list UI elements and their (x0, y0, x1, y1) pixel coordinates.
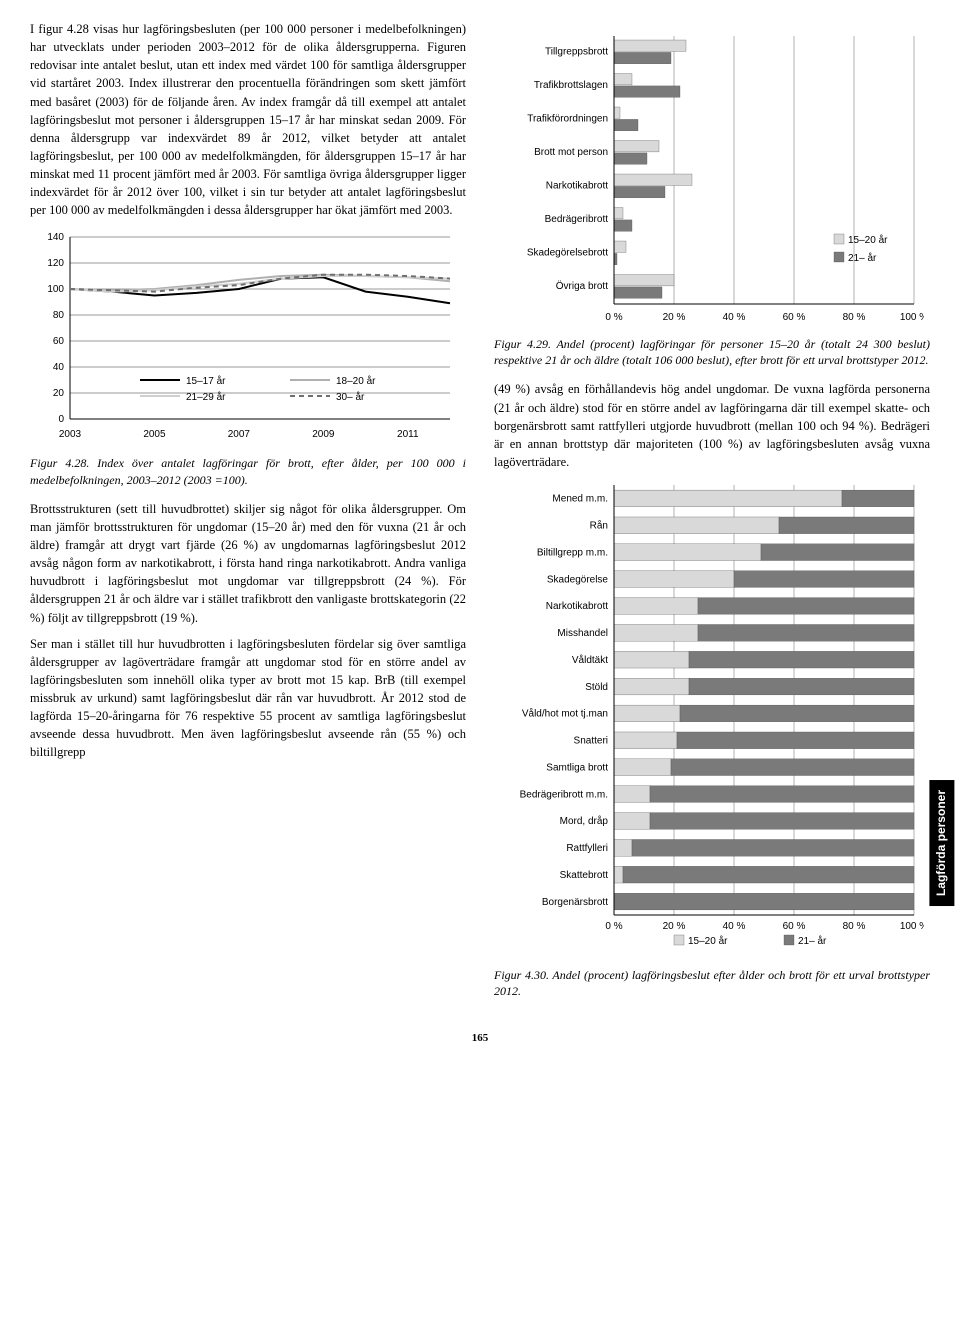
svg-text:15–20 år: 15–20 år (688, 935, 728, 947)
svg-text:21– år: 21– år (848, 252, 877, 264)
right-column: 0 % 20 % 40 % 60 % 80 % 100 % Tillgreppsbrott T… (494, 20, 930, 1011)
svg-text:20 %: 20 % (663, 921, 686, 932)
svg-text:0: 0 (58, 414, 64, 425)
svg-text:2009: 2009 (312, 429, 335, 440)
svg-text:80 %: 80 % (843, 312, 866, 323)
svg-text:Övriga brott: Övriga brott (556, 280, 608, 292)
svg-text:Skattebrott: Skattebrott (560, 870, 609, 881)
svg-text:40 %: 40 % (723, 312, 746, 323)
svg-text:Mord, dråp: Mord, dråp (560, 815, 609, 827)
body-para-4: (49 %) avsåg en förhållandevis hög andel… (494, 380, 930, 471)
svg-text:18–20 år: 18–20 år (336, 375, 376, 387)
svg-text:Våld/hot mot tj.man: Våld/hot mot tj.man (522, 708, 608, 720)
svg-text:Misshandel: Misshandel (557, 628, 608, 639)
svg-text:21–29 år: 21–29 år (186, 391, 226, 403)
svg-text:Narkotikabrott: Narkotikabrott (546, 180, 608, 191)
svg-text:15–20 år: 15–20 år (848, 234, 888, 246)
svg-text:Våldtäkt: Våldtäkt (572, 654, 608, 666)
svg-text:15–17 år: 15–17 år (186, 375, 226, 387)
body-para-2: Brottsstrukturen (sett till huvudbrottet… (30, 500, 466, 627)
svg-text:80: 80 (53, 310, 65, 321)
svg-text:140: 140 (47, 232, 64, 243)
left-column: I figur 4.28 visas hur lagföringsbeslute… (30, 20, 466, 1011)
svg-text:2003: 2003 (59, 429, 82, 440)
svg-text:40 %: 40 % (723, 921, 746, 932)
chart-430: 0 % 20 % 40 % 60 % 80 % 100 % Mened m.m. Rån Bil… (494, 481, 930, 961)
svg-text:80 %: 80 % (843, 921, 866, 932)
body-para-1: I figur 4.28 visas hur lagföringsbeslute… (30, 20, 466, 219)
svg-text:30– år: 30– år (336, 391, 365, 403)
svg-text:20: 20 (53, 388, 65, 399)
svg-text:Narkotikabrott: Narkotikabrott (546, 601, 608, 612)
svg-text:21– år: 21– år (798, 935, 827, 947)
svg-text:Trafikbrottslagen: Trafikbrottslagen (534, 80, 608, 91)
svg-text:0 %: 0 % (605, 312, 622, 323)
svg-text:Brott mot person: Brott mot person (534, 147, 608, 158)
svg-text:Rån: Rån (590, 520, 608, 532)
svg-text:20 %: 20 % (663, 312, 686, 323)
side-tab: Lagförda personer (929, 780, 954, 906)
svg-text:40: 40 (53, 362, 65, 373)
svg-text:0 %: 0 % (605, 921, 622, 932)
chart-429: 0 % 20 % 40 % 60 % 80 % 100 % Tillgreppsbrott T… (494, 30, 930, 330)
svg-text:100: 100 (47, 284, 64, 295)
svg-text:Trafikförordningen: Trafikförordningen (527, 113, 608, 124)
caption-430: Figur 4.30. Andel (procent) lagföringsbe… (494, 967, 930, 999)
svg-text:Bedrägeribrott m.m.: Bedrägeribrott m.m. (520, 789, 608, 800)
svg-text:Biltillgrepp m.m.: Biltillgrepp m.m. (537, 547, 608, 558)
svg-text:60 %: 60 % (783, 312, 806, 323)
chart-428: 0 20 40 60 80 100 120 140 2003 2005 2007 2009 2011 15… (30, 229, 466, 449)
svg-text:60 %: 60 % (783, 921, 806, 932)
svg-text:2007: 2007 (228, 429, 251, 440)
svg-text:Bedrägeribrott: Bedrägeribrott (545, 214, 609, 225)
svg-text:Rattfylleri: Rattfylleri (566, 843, 608, 854)
svg-text:Stöld: Stöld (585, 682, 608, 693)
svg-text:Snatteri: Snatteri (574, 736, 608, 747)
svg-text:60: 60 (53, 336, 65, 347)
svg-text:120: 120 (47, 258, 64, 269)
svg-text:Borgenärsbrott: Borgenärsbrott (542, 897, 608, 908)
svg-text:2011: 2011 (397, 429, 419, 440)
svg-text:Mened m.m.: Mened m.m. (552, 494, 608, 505)
svg-text:Tillgreppsbrott: Tillgreppsbrott (545, 46, 608, 57)
svg-text:100 %: 100 % (900, 312, 924, 323)
svg-text:Skadegörelsebrott: Skadegörelsebrott (527, 247, 608, 258)
svg-text:Skadegörelse: Skadegörelse (547, 574, 609, 585)
page-number: 165 (30, 1031, 930, 1047)
svg-text:2005: 2005 (143, 429, 166, 440)
body-para-3: Ser man i stället till hur huvudbrotten … (30, 635, 466, 762)
svg-text:100 %: 100 % (900, 921, 924, 932)
svg-text:Samtliga brott: Samtliga brott (546, 762, 608, 773)
caption-428: Figur 4.28. Index över antalet lagföring… (30, 455, 466, 487)
caption-429: Figur 4.29. Andel (procent) lagföringar … (494, 336, 930, 368)
